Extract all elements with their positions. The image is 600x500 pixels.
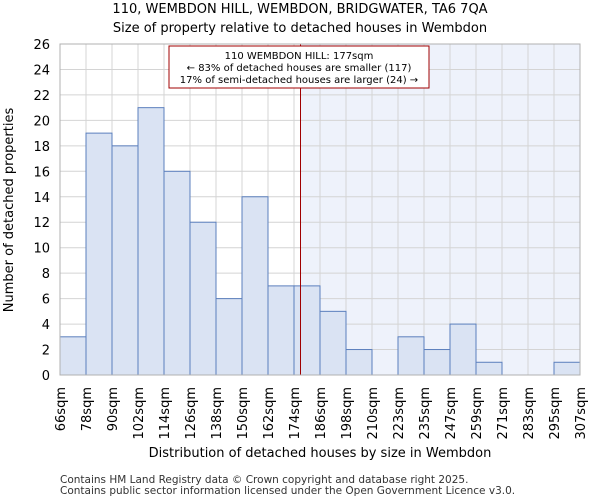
x-tick-label: 223sqm: [392, 387, 407, 440]
bar-90sqm: [111, 145, 139, 376]
y-tick-label: 0: [42, 369, 50, 384]
x-tick-label: 66sqm: [54, 387, 69, 431]
y-axis-title: Number of detached properties: [2, 108, 17, 313]
bar-102sqm: [137, 107, 165, 376]
x-tick-label: 162sqm: [262, 387, 277, 440]
footer-line-2: Contains public sector information licen…: [60, 485, 515, 497]
bars: [59, 107, 581, 376]
bar-198sqm: [345, 349, 373, 376]
x-tick-label: 259sqm: [470, 387, 485, 440]
y-tick-label: 8: [42, 267, 50, 282]
x-tick-labels: 66sqm 78sqm 90sqm 102sqm 114sqm 126sqm 138sqm 1…: [54, 387, 589, 440]
y-tick-label: 18: [33, 140, 50, 155]
x-tick-label: 174sqm: [288, 387, 303, 440]
y-tick-label: 12: [33, 216, 50, 231]
y-tick-label: 14: [33, 191, 50, 206]
x-tick-label: 235sqm: [418, 387, 433, 440]
x-tick-label: 150sqm: [236, 387, 251, 440]
axes: [59, 43, 581, 376]
x-tick-label: 186sqm: [314, 387, 329, 440]
bar-247sqm: [449, 323, 477, 376]
x-tick-label: 90sqm: [106, 387, 121, 431]
annotation-line-3: 17% of semi-detached houses are larger (…: [180, 75, 418, 86]
y-tick-label: 26: [33, 38, 50, 53]
y-tick-label: 2: [42, 344, 50, 359]
highlight-area: [300, 44, 580, 375]
bar-259sqm: [475, 361, 503, 376]
x-tick-label: 283sqm: [522, 387, 537, 440]
y-tick-label: 20: [33, 114, 50, 129]
chart-title: 110, WEMBDON HILL, WEMBDON, BRIDGWATER, …: [112, 2, 487, 17]
x-tick-label: 114sqm: [158, 387, 173, 440]
y-tick-label: 10: [33, 242, 50, 257]
x-tick-label: 126sqm: [184, 387, 199, 440]
bar-114sqm: [163, 170, 191, 376]
x-tick-label: 295sqm: [548, 387, 563, 440]
x-tick-label: 271sqm: [496, 387, 511, 440]
x-tick-label: 210sqm: [366, 387, 381, 440]
annotation-line-1: 110 WEMBDON HILL: 177sqm: [225, 51, 374, 62]
bar-186sqm: [319, 310, 347, 376]
x-tick-label: 102sqm: [132, 387, 147, 440]
highlight-region: [300, 44, 580, 375]
x-tick-label: 198sqm: [340, 387, 355, 440]
footer-line-1: Contains HM Land Registry data © Crown c…: [60, 474, 468, 486]
y-tick-label: 4: [42, 318, 50, 333]
bar-66sqm: [59, 336, 87, 376]
bar-150sqm: [241, 196, 269, 376]
bar-223sqm: [397, 336, 425, 376]
bar-235sqm: [423, 349, 451, 376]
x-tick-label: 138sqm: [210, 387, 225, 440]
x-axis-title: Distribution of detached houses by size …: [149, 446, 492, 461]
chart-subtitle: Size of property relative to detached ho…: [113, 21, 487, 36]
y-tick-label: 6: [42, 293, 50, 308]
y-tick-label: 24: [33, 63, 50, 78]
bar-162sqm: [267, 285, 295, 376]
y-tick-label: 16: [33, 165, 50, 180]
x-tick-label: 78sqm: [80, 387, 95, 431]
plot-frame: [59, 43, 581, 376]
bar-295sqm: [553, 361, 581, 376]
annotation-line-2: ← 83% of detached houses are smaller (11…: [187, 63, 412, 74]
y-tick-label: 22: [33, 89, 50, 104]
annotation-box: 110 WEMBDON HILL: 177sqm ← 83% of detach…: [168, 45, 430, 89]
bar-78sqm: [85, 132, 113, 376]
bar-138sqm: [215, 298, 243, 376]
x-tick-label: 307sqm: [574, 387, 589, 440]
bar-126sqm: [189, 221, 217, 376]
x-tick-label: 247sqm: [444, 387, 459, 440]
bar-174sqm: [293, 285, 321, 376]
